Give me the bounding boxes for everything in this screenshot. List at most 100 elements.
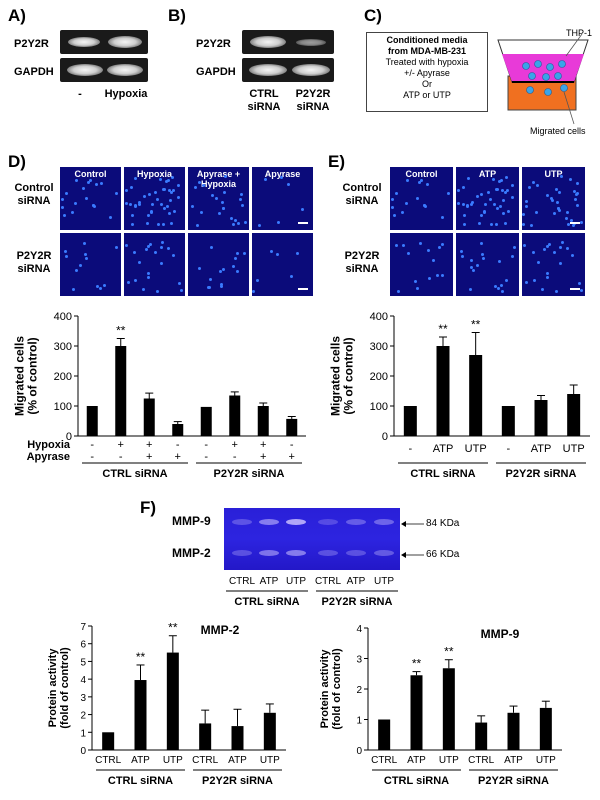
migrated-cell-dot bbox=[224, 175, 227, 178]
migrated-cell-dot bbox=[469, 288, 472, 291]
migrated-cell-dot bbox=[129, 203, 132, 206]
y-axis-label-line: (% of control) bbox=[26, 337, 40, 414]
category-label: ATP bbox=[433, 443, 454, 455]
d-row1-label-a: Control bbox=[14, 182, 54, 194]
migrated-cell-dot bbox=[222, 268, 225, 271]
migrated-cell-dot bbox=[84, 253, 87, 256]
y-axis-label-line: Protein activity bbox=[47, 648, 59, 728]
migrated-cell-dot bbox=[574, 198, 577, 201]
migrated-cell-dot bbox=[559, 262, 562, 265]
y-tick-label: 2 bbox=[80, 711, 86, 722]
thp-pointer bbox=[565, 33, 583, 57]
migrated-cell-dot bbox=[220, 285, 223, 288]
migrated-cell-dot bbox=[480, 214, 483, 217]
zymo-band bbox=[286, 519, 306, 525]
y-tick-label: 5 bbox=[80, 657, 86, 668]
migrated-cell-dot bbox=[557, 207, 560, 210]
zymo-group-2: P2Y2R siRNA bbox=[322, 596, 393, 608]
zymo-lane-label: UTP bbox=[374, 576, 394, 587]
y-tick-label: 4 bbox=[80, 675, 86, 686]
migrated-cell-dot bbox=[125, 202, 128, 205]
migrated-cell-dot bbox=[525, 281, 528, 284]
migrated-cell-dot bbox=[133, 251, 136, 254]
migrated-cell-dot bbox=[428, 277, 431, 280]
migrated-cell-dot bbox=[546, 276, 549, 279]
y-axis-label-line: (fold of control) bbox=[59, 647, 71, 729]
migrated-cell-dot bbox=[501, 189, 504, 192]
migrated-cell-dot bbox=[138, 203, 141, 206]
migrated-cell-dot bbox=[236, 252, 239, 255]
gel-band bbox=[292, 64, 330, 76]
migrated-cell-dot bbox=[131, 223, 134, 226]
d-column-label: Hypoxia bbox=[136, 169, 172, 179]
gel-band bbox=[250, 36, 286, 48]
migrated-cell-dot bbox=[530, 224, 533, 227]
migrated-cell-dot bbox=[143, 195, 146, 198]
migrated-cell-dot bbox=[505, 176, 508, 179]
category-label: ATP bbox=[531, 443, 552, 455]
migrated-cell-dot bbox=[163, 207, 166, 210]
migrated-cell-dot bbox=[202, 184, 205, 187]
migrated-cell-dot bbox=[393, 214, 396, 217]
gel-band bbox=[108, 36, 142, 48]
row-label-apyrase: Apyrase bbox=[27, 451, 70, 463]
y-tick-label: 0 bbox=[382, 431, 388, 443]
d-micrograph: Control bbox=[60, 167, 121, 230]
migrated-cell-dot bbox=[99, 287, 102, 290]
migrated-cell-dot bbox=[180, 289, 183, 292]
migrated-cell-dot bbox=[198, 181, 201, 184]
migrated-cell-dot bbox=[170, 222, 173, 225]
zymo-band bbox=[259, 519, 279, 525]
gel-b-label-gapdh: GAPDH bbox=[196, 66, 236, 78]
migrated-cell-dot bbox=[95, 183, 98, 186]
category-label: ATP bbox=[228, 755, 247, 766]
zymo-band bbox=[232, 550, 252, 556]
chart-f-mmp9: 0 1 2 3 4 Protein activity(fold of control) CT… bbox=[319, 624, 562, 787]
migrated-cell-dot bbox=[72, 288, 75, 291]
hypoxia-sign: - bbox=[176, 439, 180, 451]
category-label: ATP bbox=[504, 755, 523, 766]
migrated-cell-dot bbox=[546, 272, 549, 275]
category-label: UTP bbox=[465, 443, 487, 455]
group-label: P2Y2R siRNA bbox=[202, 775, 273, 787]
chart-title: MMP-2 bbox=[201, 623, 240, 637]
migrated-cell-dot bbox=[210, 246, 213, 249]
gel-a-label-gapdh: GAPDH bbox=[14, 66, 54, 78]
gel-band bbox=[68, 37, 100, 47]
migrated-cell-dot bbox=[162, 223, 165, 226]
migrated-cell-dot bbox=[156, 198, 159, 201]
migrated-cell-dot bbox=[148, 193, 151, 196]
scale-bar bbox=[570, 288, 580, 290]
migrated-cell-dot bbox=[131, 214, 134, 217]
migrated-cell-dot bbox=[221, 201, 224, 204]
migrated-cell-dot bbox=[457, 202, 460, 205]
migrated-cell-dot bbox=[423, 204, 426, 207]
kda66-arrowhead bbox=[401, 552, 406, 558]
panel-label-b: B) bbox=[168, 6, 186, 25]
panel-label-c: C) bbox=[364, 6, 382, 25]
migrated-cell-dot bbox=[482, 257, 485, 260]
bar bbox=[199, 723, 212, 750]
migrated-cell-dot bbox=[277, 221, 280, 224]
migrated-cell-dot bbox=[551, 199, 554, 202]
d-micrograph bbox=[60, 233, 121, 296]
migrated-cell-dot bbox=[85, 197, 88, 200]
migrated-cell-dot bbox=[533, 279, 536, 282]
migrated-cell-dot bbox=[240, 193, 243, 196]
migrated-cell-dot bbox=[92, 204, 95, 207]
y-axis-label: Protein activity(fold of control) bbox=[319, 648, 343, 730]
migrated-cell-dot bbox=[236, 270, 239, 273]
migrated-cell-dot bbox=[232, 265, 235, 268]
migrated-cell-dot bbox=[553, 251, 556, 254]
y-tick-label: 3 bbox=[80, 693, 86, 704]
migrated-cell-dot bbox=[160, 262, 163, 265]
cell bbox=[542, 73, 550, 81]
y-tick-label: 7 bbox=[80, 622, 86, 633]
bar bbox=[229, 395, 241, 436]
migrated-cell-dot bbox=[576, 192, 579, 195]
migrated-cell-dot bbox=[234, 257, 237, 260]
apyrase-sign: - bbox=[233, 451, 237, 463]
migrated-cell-dot bbox=[171, 176, 174, 179]
category-label: UTP bbox=[439, 755, 459, 766]
cm-line-1: Conditioned media bbox=[386, 35, 468, 45]
